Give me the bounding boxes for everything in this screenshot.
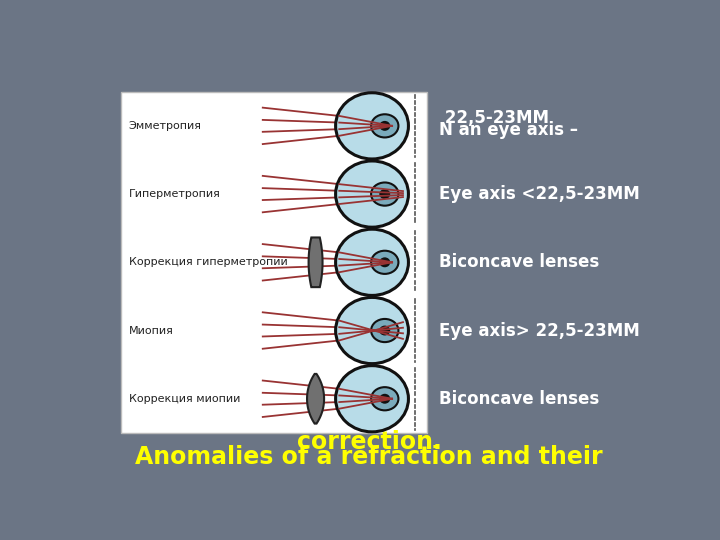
Text: Миопия: Миопия (129, 326, 174, 335)
Text: Eye axis <22,5-23MM: Eye axis <22,5-23MM (438, 185, 639, 203)
Ellipse shape (379, 326, 390, 335)
Ellipse shape (371, 387, 398, 410)
Text: Коррекция гиперметропии: Коррекция гиперметропии (129, 257, 287, 267)
Text: Гиперметропия: Гиперметропия (129, 189, 220, 199)
Polygon shape (307, 374, 324, 423)
Ellipse shape (371, 319, 398, 342)
Ellipse shape (379, 258, 390, 267)
Ellipse shape (371, 251, 398, 274)
Text: Biconcave lenses: Biconcave lenses (438, 253, 599, 271)
Ellipse shape (336, 298, 408, 363)
Bar (121, 92, 427, 433)
Ellipse shape (336, 161, 408, 227)
Ellipse shape (371, 114, 398, 138)
Ellipse shape (336, 93, 408, 159)
Text: Эмметропия: Эмметропия (129, 121, 202, 131)
Text: correction.: correction. (297, 430, 441, 454)
Ellipse shape (371, 183, 398, 206)
Text: Eye axis> 22,5-23MM: Eye axis> 22,5-23MM (438, 321, 639, 340)
Ellipse shape (336, 229, 408, 295)
Text: Biconcave lenses: Biconcave lenses (438, 390, 599, 408)
Ellipse shape (379, 189, 390, 199)
Text: Коррекция миопии: Коррекция миопии (129, 394, 240, 404)
Ellipse shape (379, 121, 390, 131)
Text: Anomalies of a refraction and their: Anomalies of a refraction and their (135, 446, 603, 469)
Polygon shape (309, 238, 323, 287)
Text: 22,5-23MM: 22,5-23MM (438, 109, 549, 127)
Ellipse shape (336, 366, 408, 432)
Ellipse shape (379, 394, 390, 404)
Text: N an eye axis –: N an eye axis – (438, 121, 577, 139)
